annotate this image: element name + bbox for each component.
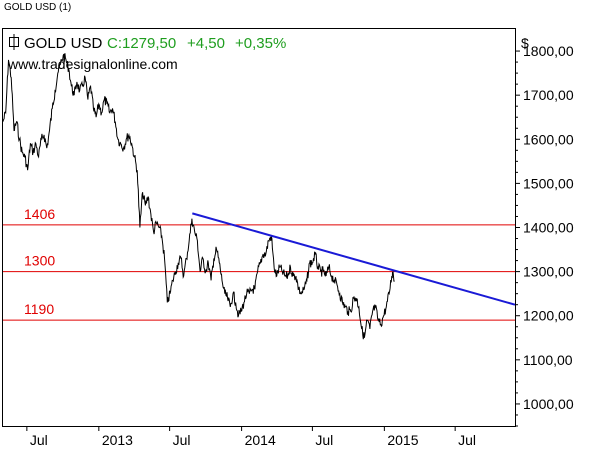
y-tick-label: 1300,00 <box>523 264 574 280</box>
level-label-1190: 1190 <box>24 301 54 317</box>
y-tick-label: 1700,00 <box>523 87 574 103</box>
y-tick-label: 1600,00 <box>523 131 574 147</box>
y-tick-label: 1500,00 <box>523 175 574 191</box>
x-tick-label: Jul <box>315 432 333 448</box>
trendline[interactable] <box>192 212 516 306</box>
change-abs: +4,50 <box>187 35 225 52</box>
y-tick-label: 1100,00 <box>523 352 573 368</box>
x-tick-label: Jul <box>30 432 48 448</box>
y-axis: 1800,00 1700,00 1600,00 1500,00 1400,00 1300,… <box>515 43 574 427</box>
x-tick-label: 2013 <box>102 432 133 448</box>
x-tick-label: Jul <box>458 432 476 448</box>
chart-header: GOLD USD C:1279,50 +4,50 +0,35% www.trad… <box>7 34 529 72</box>
y-axis-unit: $ <box>521 35 529 51</box>
plot-frame <box>2 28 516 427</box>
window-title: GOLD USD (1) <box>4 2 72 13</box>
x-tick-label: 2015 <box>387 432 418 448</box>
x-axis: Jul 2013 Jul 2014 Jul 2015 Jul <box>26 426 476 448</box>
x-tick-label: Jul <box>173 432 191 448</box>
close-label: C:1279,50 <box>107 35 176 52</box>
x-tick-label: 2014 <box>245 432 276 448</box>
chart-symbol: GOLD USD <box>24 35 103 52</box>
y-tick-label: 1400,00 <box>523 220 574 236</box>
y-tick-label: 1200,00 <box>523 308 574 324</box>
y-tick-label: 1800,00 <box>523 43 574 59</box>
y-tick-label: 1000,00 <box>523 396 574 412</box>
horizontal-levels: 1406 1300 1190 <box>3 206 515 321</box>
level-label-1406: 1406 <box>24 206 55 222</box>
level-label-1300: 1300 <box>24 253 55 269</box>
price-series-line <box>2 53 395 340</box>
watermark: www.tradesignalonline.com <box>7 56 178 72</box>
change-pct: +0,35% <box>235 35 286 52</box>
